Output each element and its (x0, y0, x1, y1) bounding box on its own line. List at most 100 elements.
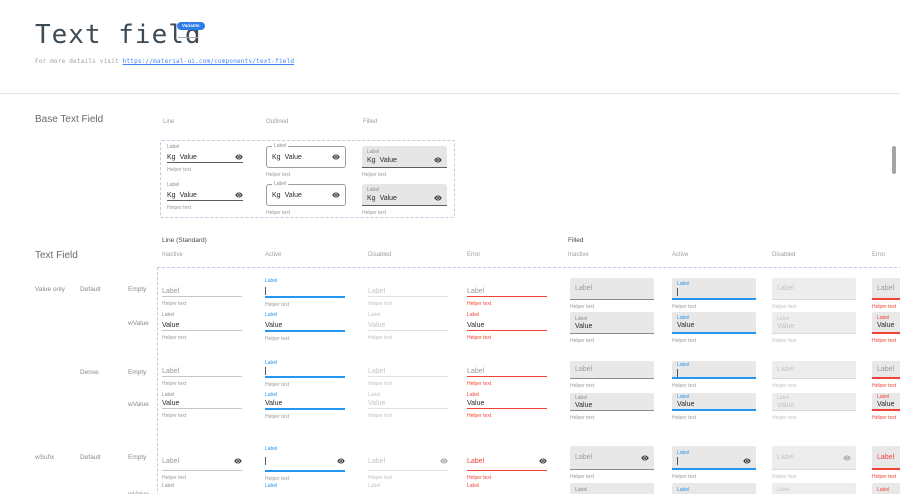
page-title: Text field (35, 20, 202, 50)
filled-box: Label Label Value (872, 278, 900, 300)
text-field-filled[interactable]: Label Label Value Helper text (570, 393, 654, 421)
base-filled-field[interactable]: Label Kg Value Helper text (362, 184, 447, 216)
text-field-filled[interactable]: Label Label Value Helper text (570, 483, 654, 494)
visibility-icon[interactable] (235, 191, 243, 199)
text-field-filled[interactable]: Label Label Value Helper text (672, 312, 756, 344)
text-field-filled[interactable]: Label Label Value Helper text (872, 446, 900, 480)
text-field-filled[interactable]: Label Label Value Helper text (872, 312, 900, 344)
visibility-icon[interactable] (332, 153, 340, 161)
field-label: Label (467, 392, 480, 398)
text-field-filled[interactable]: Label Label Value Helper text (672, 393, 756, 421)
text-field-line[interactable]: Label Label Value Helper text (467, 312, 547, 341)
visibility-icon[interactable] (743, 457, 751, 465)
visibility-icon[interactable] (843, 454, 851, 462)
text-field-line[interactable]: Label Label Value Helper text (162, 483, 242, 494)
base-outlined-field[interactable]: Label Kg Value Helper text (266, 181, 346, 216)
field-value: Value (284, 153, 302, 161)
visibility-icon[interactable] (434, 194, 442, 202)
text-field-line[interactable]: Label Label Value Helper text (467, 393, 547, 419)
base-line-field[interactable]: Label Kg Value Helper text (167, 144, 243, 173)
field-helper-text: Helper text (368, 381, 393, 387)
text-field-filled[interactable]: Label Label Value Helper text (570, 446, 654, 480)
field-label: Label (367, 187, 380, 193)
field-value: Value (265, 400, 283, 407)
text-field-line[interactable]: Label Label Value Helper text (368, 446, 448, 481)
text-field-line[interactable]: Label Label Value Helper text (162, 393, 242, 419)
field-label: Label (467, 312, 480, 318)
text-field-line[interactable]: Label Label Value Helper text (265, 446, 345, 482)
filled-box: Label Kg Value (362, 184, 447, 206)
visibility-icon[interactable] (337, 457, 345, 465)
field-helper-text: Helper text (162, 475, 187, 481)
text-field-filled[interactable]: Label Label Value Helper text (772, 361, 856, 389)
field-label: Label (877, 315, 890, 321)
text-field-line[interactable]: Label Label Value Helper text (265, 278, 345, 308)
base-col-line: Line (163, 119, 175, 125)
text-field-filled[interactable]: Label Label Value Helper text (772, 446, 856, 480)
text-field-line[interactable]: Label Label Value Helper text (368, 361, 448, 387)
base-line-field[interactable]: Label Kg Value Helper text (167, 182, 243, 211)
base-component-frame (160, 140, 455, 218)
filled-box: Label Label Value (772, 361, 856, 379)
text-field-line[interactable]: Label Label Value Helper text (368, 393, 448, 419)
field-value: Value (162, 322, 180, 329)
text-field-line[interactable]: Label Label Value Helper text (467, 361, 547, 387)
visibility-icon[interactable] (434, 156, 442, 164)
matrix-row: wValue Label Label Value Helper text Lab… (0, 393, 900, 433)
text-field-line[interactable]: Label Label Value Helper text (162, 361, 242, 387)
text-field-filled[interactable]: Label Label Value Helper text (570, 312, 654, 344)
visibility-icon[interactable] (332, 191, 340, 199)
filled-box: Label Label Value (872, 312, 900, 334)
text-field-line[interactable]: Label Label Value Helper text (368, 278, 448, 307)
text-field-filled[interactable]: Label Label Value Helper text (570, 361, 654, 389)
text-field-filled[interactable]: Label Label Value Helper text (672, 483, 756, 494)
text-field-filled[interactable]: Label Label Value Helper text (772, 483, 856, 494)
text-field-filled[interactable]: Label Label Value Helper text (872, 278, 900, 310)
text-field-filled[interactable]: Label Label Value Helper text (570, 278, 654, 310)
text-field-filled[interactable]: Label Label Value Helper text (672, 278, 756, 310)
row-variant-label: Default (80, 454, 101, 461)
state-head-error: Error (467, 252, 481, 258)
text-field-line[interactable]: Label Label Value Helper text (265, 361, 345, 388)
text-field-filled[interactable]: Label Label Value Helper text (872, 393, 900, 421)
text-field-line[interactable]: Label Label Value Helper text (368, 312, 448, 341)
visibility-icon[interactable] (641, 454, 649, 462)
field-label: Label (368, 483, 381, 489)
field-placeholder: Label (877, 453, 895, 461)
variants-badge[interactable]: Variants (177, 22, 205, 30)
text-field-line[interactable]: Label Label Value Helper text (265, 483, 345, 494)
field-underline (167, 162, 243, 163)
field-value: Value (877, 401, 895, 408)
text-field-line[interactable]: Label Label Value Helper text (265, 312, 345, 342)
visibility-icon[interactable] (539, 457, 547, 465)
visibility-icon[interactable] (440, 457, 448, 465)
text-field-filled[interactable]: Label Label Value Helper text (872, 483, 900, 494)
text-field-line[interactable]: Label Label Value Helper text (162, 312, 242, 341)
text-field-filled[interactable]: Label Label Value Helper text (872, 361, 900, 389)
text-field-line[interactable]: Label Label Value Helper text (467, 446, 547, 481)
base-filled-field[interactable]: Label Kg Value Helper text (362, 146, 447, 178)
text-field-filled[interactable]: Label Label Value Helper text (672, 361, 756, 389)
field-placeholder: Label (162, 368, 180, 375)
text-field-filled[interactable]: Label Label Value Helper text (772, 312, 856, 344)
visibility-icon[interactable] (234, 457, 242, 465)
outlined-box: Label Kg Value (266, 143, 346, 168)
base-outlined-field[interactable]: Label Kg Value Helper text (266, 143, 346, 178)
field-prefix: Kg (272, 153, 281, 161)
field-helper-text: Helper text (368, 475, 393, 481)
field-helper-text: Helper text (872, 338, 897, 344)
scrollbar-thumb[interactable] (892, 146, 896, 174)
text-field-line[interactable]: Label Label Value Helper text (368, 483, 448, 494)
text-field-line[interactable]: Label Label Value Helper text (467, 278, 547, 307)
text-field-filled[interactable]: Label Label Value Helper text (772, 278, 856, 310)
row-state-label: Empty (128, 454, 147, 461)
text-field-filled[interactable]: Label Label Value Helper text (772, 393, 856, 421)
text-field-line[interactable]: Label Label Value Helper text (467, 483, 547, 494)
field-helper-text: Helper text (672, 474, 697, 480)
docs-link[interactable]: https://material-ui.com/components/text-… (122, 58, 295, 65)
visibility-icon[interactable] (235, 153, 243, 161)
text-field-line[interactable]: Label Label Value Helper text (265, 393, 345, 420)
text-field-line[interactable]: Label Label Value Helper text (162, 446, 242, 481)
text-field-line[interactable]: Label Label Value Helper text (162, 278, 242, 307)
text-field-filled[interactable]: Label Label Value Helper text (672, 446, 756, 480)
